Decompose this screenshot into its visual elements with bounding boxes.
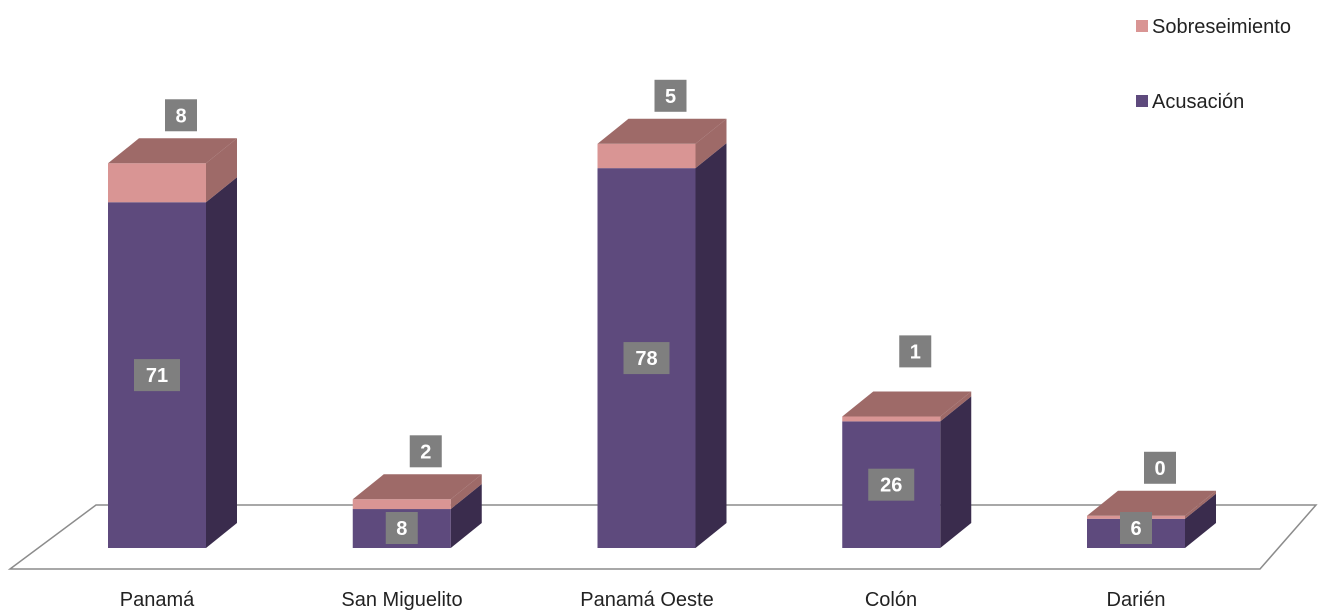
data-label-acusacion: 71 bbox=[134, 359, 180, 392]
data-label-sobreseimiento: 8 bbox=[165, 99, 197, 132]
data-label-acusacion-bg bbox=[1120, 512, 1152, 544]
bar-sobreseimiento bbox=[597, 143, 696, 169]
bar-stack bbox=[842, 391, 972, 548]
data-label-acusacion-text: 78 bbox=[635, 348, 657, 370]
legend-label-sobreseimiento: Sobreseimiento bbox=[1152, 16, 1291, 38]
category-label: San Miguelito bbox=[341, 589, 462, 611]
bar-stack bbox=[597, 118, 727, 548]
bar-side-sobreseimiento bbox=[940, 391, 972, 422]
category-label: Darién bbox=[1107, 589, 1166, 611]
data-label-sobreseimiento: 0 bbox=[1144, 451, 1176, 484]
data-label-acusacion-text: 8 bbox=[396, 518, 407, 540]
data-label-sobreseimiento-bg bbox=[899, 335, 932, 368]
data-labels-group: 71 8 8 2 78 5 26 1 6 0 bbox=[134, 79, 1176, 544]
data-label-acusacion: 26 bbox=[868, 468, 915, 501]
floor-plane bbox=[7, 504, 1318, 570]
bar-side-acusacion bbox=[450, 484, 482, 548]
category-axis: Panamá San Miguelito Panamá Oeste Colón … bbox=[120, 589, 1166, 611]
data-label-sobreseimiento: 5 bbox=[654, 79, 687, 112]
bar-side-sobreseimiento bbox=[206, 138, 237, 203]
data-label-sobreseimiento-text: 5 bbox=[665, 86, 676, 108]
data-label-sobreseimiento-text: 2 bbox=[420, 441, 431, 463]
data-label-acusacion-bg bbox=[134, 359, 180, 392]
legend: Sobreseimiento Acusación bbox=[1136, 16, 1291, 113]
bar-stack bbox=[108, 138, 237, 549]
data-label-sobreseimiento-text: 8 bbox=[175, 105, 186, 127]
category-label: Panamá bbox=[120, 589, 195, 611]
data-label-acusacion: 8 bbox=[385, 512, 418, 544]
data-label-sobreseimiento: 1 bbox=[899, 335, 932, 368]
bar-top-face bbox=[1087, 490, 1216, 516]
data-label-acusacion-text: 26 bbox=[880, 475, 902, 497]
bar-sobreseimiento bbox=[108, 163, 206, 203]
legend-item-acusacion: Acusación bbox=[1136, 91, 1244, 113]
bar-sobreseimiento bbox=[352, 499, 451, 510]
data-label-sobreseimiento-bg bbox=[654, 79, 687, 112]
category-label: Colón bbox=[865, 589, 917, 611]
bar-sobreseimiento bbox=[842, 416, 941, 422]
bar-side-acusacion bbox=[940, 396, 972, 548]
data-label-sobreseimiento-bg bbox=[1144, 451, 1176, 484]
bar-top-face bbox=[597, 118, 727, 144]
category-label: Panamá Oeste bbox=[580, 589, 713, 611]
data-label-acusacion-bg bbox=[868, 468, 915, 501]
data-label-acusacion-bg bbox=[385, 512, 418, 544]
data-label-acusacion-text: 6 bbox=[1130, 518, 1141, 540]
bar-side-acusacion bbox=[695, 143, 727, 548]
bar-side-acusacion bbox=[206, 177, 237, 549]
legend-swatch-acusacion bbox=[1136, 95, 1148, 107]
bar-side-acusacion bbox=[1185, 493, 1216, 548]
legend-item-sobreseimiento: Sobreseimiento bbox=[1136, 16, 1291, 38]
bars-group bbox=[108, 118, 1216, 549]
data-label-sobreseimiento-text: 1 bbox=[910, 341, 921, 363]
data-label-acusacion: 78 bbox=[623, 342, 670, 375]
data-label-acusacion: 6 bbox=[1120, 512, 1152, 544]
data-label-sobreseimiento-text: 0 bbox=[1154, 458, 1165, 480]
bar-top-face bbox=[842, 391, 972, 417]
data-label-sobreseimiento: 2 bbox=[409, 435, 442, 468]
legend-swatch-sobreseimiento bbox=[1136, 20, 1148, 32]
legend-label-acusacion: Acusación bbox=[1152, 91, 1244, 113]
bar-side-sobreseimiento bbox=[450, 474, 482, 510]
data-label-sobreseimiento-bg bbox=[165, 99, 197, 132]
data-label-sobreseimiento-bg bbox=[409, 435, 442, 468]
bar-top-face bbox=[108, 138, 237, 164]
bar-top-face bbox=[352, 474, 482, 500]
data-label-acusacion-bg bbox=[623, 342, 670, 375]
bar-side-sobreseimiento bbox=[1185, 490, 1216, 519]
bar-side-sobreseimiento bbox=[695, 118, 727, 169]
data-label-acusacion-text: 71 bbox=[146, 365, 168, 387]
